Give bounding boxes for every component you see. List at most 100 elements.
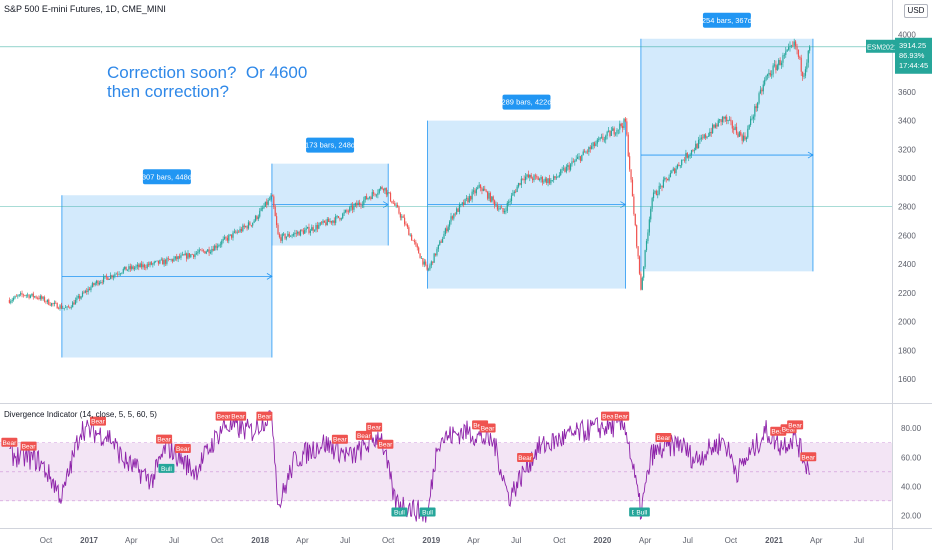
bear-signal[interactable]: Bear	[355, 430, 372, 440]
currency-button[interactable]: USD	[904, 4, 928, 18]
measure-range[interactable]: 254 bars, 367d	[640, 12, 814, 272]
measure-range[interactable]: 307 bars, 448d	[61, 169, 273, 358]
bear-signal[interactable]: Bear	[20, 441, 37, 451]
signal-box	[391, 507, 408, 517]
candle-body	[308, 227, 310, 233]
candle-body	[235, 231, 237, 233]
candle-body	[527, 174, 529, 178]
candle-body	[450, 216, 452, 222]
candle-body	[232, 232, 234, 238]
bear-signal[interactable]: Bear	[89, 416, 106, 426]
candle-body	[125, 266, 127, 271]
measure-range[interactable]: 289 bars, 422d	[427, 94, 627, 289]
candle-body	[688, 155, 690, 158]
candle-body	[607, 130, 610, 132]
time-axis-label: Oct	[40, 536, 53, 545]
bear-signal[interactable]: Bear	[156, 434, 173, 444]
candle-body	[540, 176, 542, 180]
candle-body	[461, 202, 463, 205]
bear-signal[interactable]: Bear	[601, 411, 618, 421]
bear-signal[interactable]: Bear	[377, 439, 394, 449]
candle-body	[254, 215, 257, 221]
bear-signal[interactable]: Bear	[1, 437, 18, 447]
candle-body	[242, 225, 244, 232]
signal-box	[230, 411, 247, 421]
candle-body	[585, 151, 587, 153]
candle-body	[306, 227, 309, 229]
candle-body	[384, 187, 386, 191]
bull-signal[interactable]: Bull	[419, 507, 436, 517]
candle-body	[465, 198, 468, 199]
candle-body	[389, 192, 392, 201]
candle-body	[219, 244, 221, 246]
candle-body	[24, 295, 26, 296]
candle-body	[368, 197, 371, 198]
bear-signal[interactable]: Bear	[655, 433, 672, 442]
bear-signal[interactable]: Bear	[366, 422, 383, 432]
annotation-text[interactable]: Correction soon? Or 4600 then correction…	[107, 63, 308, 101]
candle-body	[105, 275, 108, 278]
candle-body	[471, 191, 473, 200]
bear-signal[interactable]: Bear	[174, 444, 191, 454]
candle-body	[62, 308, 64, 309]
candle-body	[119, 273, 122, 275]
candle-body	[191, 254, 193, 256]
price-tick-label: 2000	[898, 318, 916, 327]
candle-body	[595, 143, 597, 146]
candle-body	[131, 266, 133, 269]
candle-body	[215, 245, 217, 248]
candle-body	[809, 46, 811, 51]
bear-signal[interactable]: Bear	[215, 411, 232, 421]
candle-body	[451, 216, 454, 219]
candle-body	[420, 258, 423, 259]
candle-body	[273, 196, 275, 207]
candle-body	[454, 213, 456, 215]
candle-body	[343, 212, 345, 214]
measure-range[interactable]: 173 bars, 248d	[271, 137, 389, 246]
candle-body	[270, 195, 272, 200]
time-axis-label: Jul	[511, 536, 521, 545]
bear-signal[interactable]: Bear	[787, 420, 804, 430]
candle-body	[108, 278, 110, 280]
candle-body	[157, 260, 160, 264]
oscillator-line	[9, 410, 811, 523]
candle-body	[292, 234, 295, 236]
candle-body	[152, 263, 154, 265]
bear-signal[interactable]: Bear	[331, 434, 348, 444]
candle-body	[647, 232, 649, 241]
candle-body	[795, 41, 797, 47]
bear-signal[interactable]: Bear	[230, 411, 247, 421]
bull-signal[interactable]: Bull	[391, 507, 408, 517]
candle-body	[747, 128, 749, 138]
bear-signal[interactable]: Bear	[800, 452, 817, 462]
bear-signal[interactable]: Bear	[256, 411, 273, 421]
candle-body	[305, 228, 307, 231]
candle-body	[558, 175, 560, 177]
candle-body	[17, 295, 19, 297]
bull-signal[interactable]: Bull	[158, 463, 175, 473]
bear-signal[interactable]: Bear	[613, 411, 630, 421]
candle-body	[177, 256, 179, 260]
price-tick-label: 3000	[898, 174, 916, 183]
candle-body	[796, 46, 798, 50]
candle-body	[638, 256, 641, 274]
bull-signal[interactable]: Bull	[633, 507, 650, 517]
candle-body	[90, 287, 92, 291]
candle-body	[287, 233, 289, 237]
bear-signal[interactable]: Bear	[517, 453, 534, 462]
candle-body	[731, 121, 733, 129]
candle-body	[505, 210, 507, 212]
candle-body	[167, 258, 169, 260]
candle-body	[640, 273, 642, 290]
candle-body	[50, 303, 53, 306]
bear-signal[interactable]: Bear	[479, 423, 496, 433]
candle-body	[778, 60, 780, 66]
candle-body	[43, 297, 46, 302]
candle-body	[221, 240, 223, 245]
candle-body	[378, 189, 380, 193]
candle-body	[29, 295, 32, 298]
candle-body	[645, 240, 648, 251]
candle-body	[613, 128, 615, 135]
